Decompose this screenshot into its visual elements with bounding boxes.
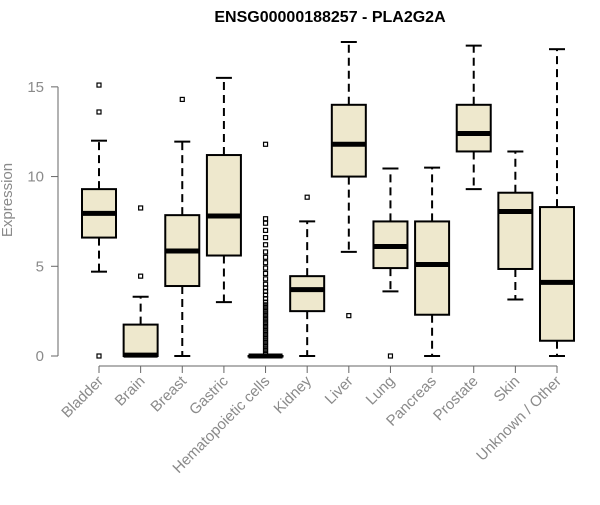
outlier-point (262, 342, 269, 348)
outlier-point (262, 329, 269, 335)
box-4 (205, 76, 242, 304)
box-7 (330, 41, 367, 319)
y-tick-label: 10 (27, 169, 44, 186)
outlier-point (262, 265, 269, 271)
outlier-point (262, 304, 269, 311)
y-axis: 0 5 10 15 (27, 79, 59, 365)
outlier-point (262, 337, 269, 343)
iqr-box (539, 206, 575, 342)
outlier-point (138, 273, 144, 279)
outlier-point (262, 216, 269, 222)
outlier-point (262, 350, 269, 356)
outlier-point (262, 313, 269, 319)
outlier-point (262, 321, 269, 327)
box-1 (81, 82, 117, 359)
box-10 (455, 44, 492, 191)
box-series (81, 41, 575, 359)
outlier-point (262, 302, 269, 308)
box-8 (372, 167, 409, 359)
outlier-point (262, 281, 269, 287)
box-11 (497, 150, 534, 301)
outlier-point (262, 310, 269, 316)
x-tick-label: Lung (363, 373, 399, 409)
outlier-point (262, 323, 269, 329)
x-tick-label: Skin (491, 373, 524, 406)
outlier-point (262, 234, 269, 241)
outlier-point (262, 307, 269, 313)
box-12 (539, 48, 575, 357)
outlier-point (96, 82, 102, 88)
outlier-point (262, 249, 269, 255)
x-tick-label: Brain (112, 373, 149, 410)
outlier-point (96, 353, 102, 359)
y-tick-label: 5 (36, 258, 44, 275)
outlier-point (262, 260, 269, 266)
box-9 (414, 166, 451, 357)
x-tick-label: Kidney (271, 372, 316, 417)
outlier-point (262, 254, 269, 260)
outlier-point (346, 313, 352, 319)
outlier-point (262, 345, 269, 351)
box-6 (289, 194, 326, 357)
iqr-box (122, 323, 159, 358)
outlier-point (387, 353, 394, 359)
outlier-point (262, 242, 269, 248)
iqr-box (414, 220, 451, 316)
outlier-point (179, 96, 185, 103)
chart-title: ENSG00000188257 - PLA2G2A (214, 9, 446, 26)
outlier-point (262, 339, 269, 346)
outlier-point (262, 318, 269, 324)
box-5 (247, 141, 284, 359)
x-tick-label: Bladder (58, 373, 107, 422)
iqr-box (497, 191, 534, 270)
outlier-point (262, 220, 269, 226)
iqr-box (289, 275, 326, 313)
iqr-box (205, 154, 242, 257)
outlier-point (138, 205, 144, 211)
outlier-point (262, 315, 269, 321)
outlier-point (262, 348, 269, 354)
outlier-point (262, 227, 269, 233)
y-tick-label: 0 (36, 348, 44, 365)
outlier-point (262, 334, 269, 340)
x-tick-label: Liver (322, 373, 357, 408)
x-tick-label: Prostate (430, 373, 482, 425)
outlier-point (304, 194, 310, 200)
outlier-point (262, 331, 269, 338)
box-2 (122, 205, 159, 358)
iqr-box (330, 103, 367, 178)
outlier-point (262, 326, 269, 332)
outlier-point (96, 109, 102, 115)
outlier-point (262, 276, 269, 282)
y-axis-label: Expression (0, 163, 16, 237)
outlier-point (262, 141, 269, 147)
y-tick-label: 15 (27, 79, 44, 96)
iqr-box (455, 103, 492, 153)
outlier-point (262, 270, 269, 277)
x-tick-label: Breast (147, 372, 190, 415)
box-3 (164, 96, 201, 357)
